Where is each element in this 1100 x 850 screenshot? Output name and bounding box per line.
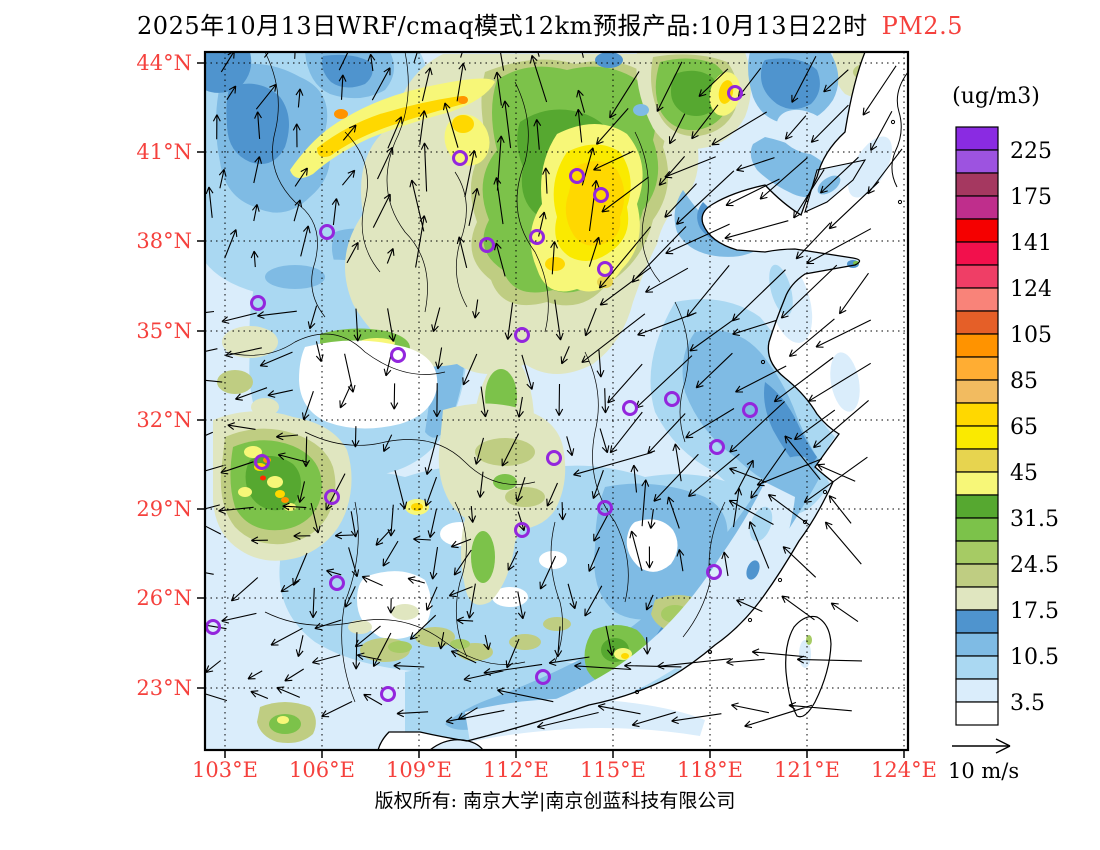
colorbar-tick-label: 17.5 xyxy=(1010,599,1059,624)
colorbar-swatch xyxy=(955,310,999,335)
lat-label: 29°N xyxy=(136,497,192,521)
species-label: PM2.5 xyxy=(881,12,963,40)
wind-reference: 10 m/s xyxy=(948,738,1019,783)
map-canvas xyxy=(197,50,910,758)
lat-label: 32°N xyxy=(136,408,192,432)
station-marker xyxy=(597,500,613,516)
colorbar-tick-label: 124 xyxy=(1010,277,1052,302)
station-marker xyxy=(727,85,743,101)
copyright: 版权所有: 南京大学|南京创蓝科技有限公司 xyxy=(374,790,736,812)
lon-label: 109°E xyxy=(386,758,452,782)
colorbar-swatch xyxy=(955,494,999,519)
station-marker xyxy=(593,187,609,203)
colorbar-legend: 225 175 141 124 105 85 65 45 31.5 24.5 17.5 10.5 3.5 xyxy=(955,126,1059,726)
station-marker xyxy=(319,224,335,240)
colorbar-swatch xyxy=(955,678,999,703)
station-marker xyxy=(664,391,680,407)
map-art xyxy=(205,52,908,750)
colorbar-swatch xyxy=(955,586,999,611)
station-marker xyxy=(706,564,722,580)
colorbar-swatch xyxy=(955,195,999,220)
station-marker xyxy=(380,686,396,702)
figure-title: 2025年10月13日WRF/cmaq模式12km预报产品:10月13日22时 P… xyxy=(60,6,1040,41)
colorbar-tick-label: 45 xyxy=(1010,461,1038,486)
colorbar-swatch xyxy=(955,425,999,450)
station-marker xyxy=(546,450,562,466)
colorbar-swatch xyxy=(955,471,999,496)
colorbar-swatch xyxy=(955,655,999,680)
colorbar-swatch xyxy=(955,609,999,634)
station-marker xyxy=(709,439,725,455)
station-marker xyxy=(514,522,530,538)
colorbar-tick-label: 3.5 xyxy=(1010,691,1045,716)
lon-label: 118°E xyxy=(677,758,743,782)
lat-label: 38°N xyxy=(136,229,192,253)
colorbar-tick-label: 85 xyxy=(1010,369,1038,394)
station-marker xyxy=(622,400,638,416)
lon-label: 112°E xyxy=(483,758,549,782)
colorbar-tick-label: 24.5 xyxy=(1010,553,1059,578)
colorbar-swatch xyxy=(955,264,999,289)
wind-vectors xyxy=(205,52,903,730)
colorbar-swatch xyxy=(955,218,999,243)
station-marker xyxy=(597,261,613,277)
lon-label: 124°E xyxy=(871,758,937,782)
station-marker xyxy=(250,295,266,311)
station-marker xyxy=(529,229,545,245)
station-marker xyxy=(254,454,270,470)
station-marker xyxy=(514,327,530,343)
station-marker xyxy=(324,489,340,505)
station-marker xyxy=(390,347,406,363)
station-marker xyxy=(742,402,758,418)
colorbar-tick-label: 225 xyxy=(1010,139,1052,164)
station-marker xyxy=(205,619,221,635)
lat-label: 44°N xyxy=(136,51,192,75)
colorbar-tick-label: 141 xyxy=(1010,231,1052,256)
station-marker xyxy=(479,237,495,253)
axis-ticks xyxy=(197,62,905,758)
colorbar-swatch xyxy=(955,241,999,266)
colorbar-swatch xyxy=(955,448,999,473)
lon-label: 115°E xyxy=(580,758,646,782)
colorbar-swatch xyxy=(955,632,999,657)
lat-label: 23°N xyxy=(136,676,192,700)
title-text: 2025年10月13日WRF/cmaq模式12km预报产品:10月13日22时 xyxy=(137,12,868,40)
colorbar-tick-label: 10.5 xyxy=(1010,645,1059,670)
map-frame xyxy=(203,50,910,752)
colorbar-swatch xyxy=(955,701,999,726)
lon-label: 121°E xyxy=(774,758,840,782)
colorbar-units: (ug/m3) xyxy=(952,84,1040,109)
lat-label: 26°N xyxy=(136,586,192,610)
colorbar-swatch xyxy=(955,356,999,381)
wind-reference-label: 10 m/s xyxy=(948,759,1019,783)
wind-reference-arrow-icon xyxy=(952,738,1011,754)
colorbar-swatch xyxy=(955,540,999,565)
lon-label: 103°E xyxy=(192,758,258,782)
colorbar-tick-label: 175 xyxy=(1010,185,1052,210)
station-marker xyxy=(569,168,585,184)
lat-label: 41°N xyxy=(136,140,192,164)
colorbar-swatch xyxy=(955,126,999,151)
colorbar-swatch xyxy=(955,333,999,358)
colorbar-swatch xyxy=(955,563,999,588)
colorbar-swatch xyxy=(955,149,999,174)
station-marker xyxy=(535,669,551,685)
colorbar-swatch xyxy=(955,172,999,197)
colorbar-tick-label: 65 xyxy=(1010,415,1038,440)
colorbar-swatch xyxy=(955,287,999,312)
station-marker xyxy=(452,150,468,166)
colorbar-tick-label: 31.5 xyxy=(1010,507,1059,532)
lon-label: 106°E xyxy=(289,758,355,782)
lat-label: 35°N xyxy=(136,319,192,343)
station-marker xyxy=(329,575,345,591)
colorbar-swatch xyxy=(955,517,999,542)
colorbar-tick-label: 105 xyxy=(1010,323,1052,348)
colorbar-swatch xyxy=(955,402,999,427)
colorbar-swatch xyxy=(955,379,999,404)
